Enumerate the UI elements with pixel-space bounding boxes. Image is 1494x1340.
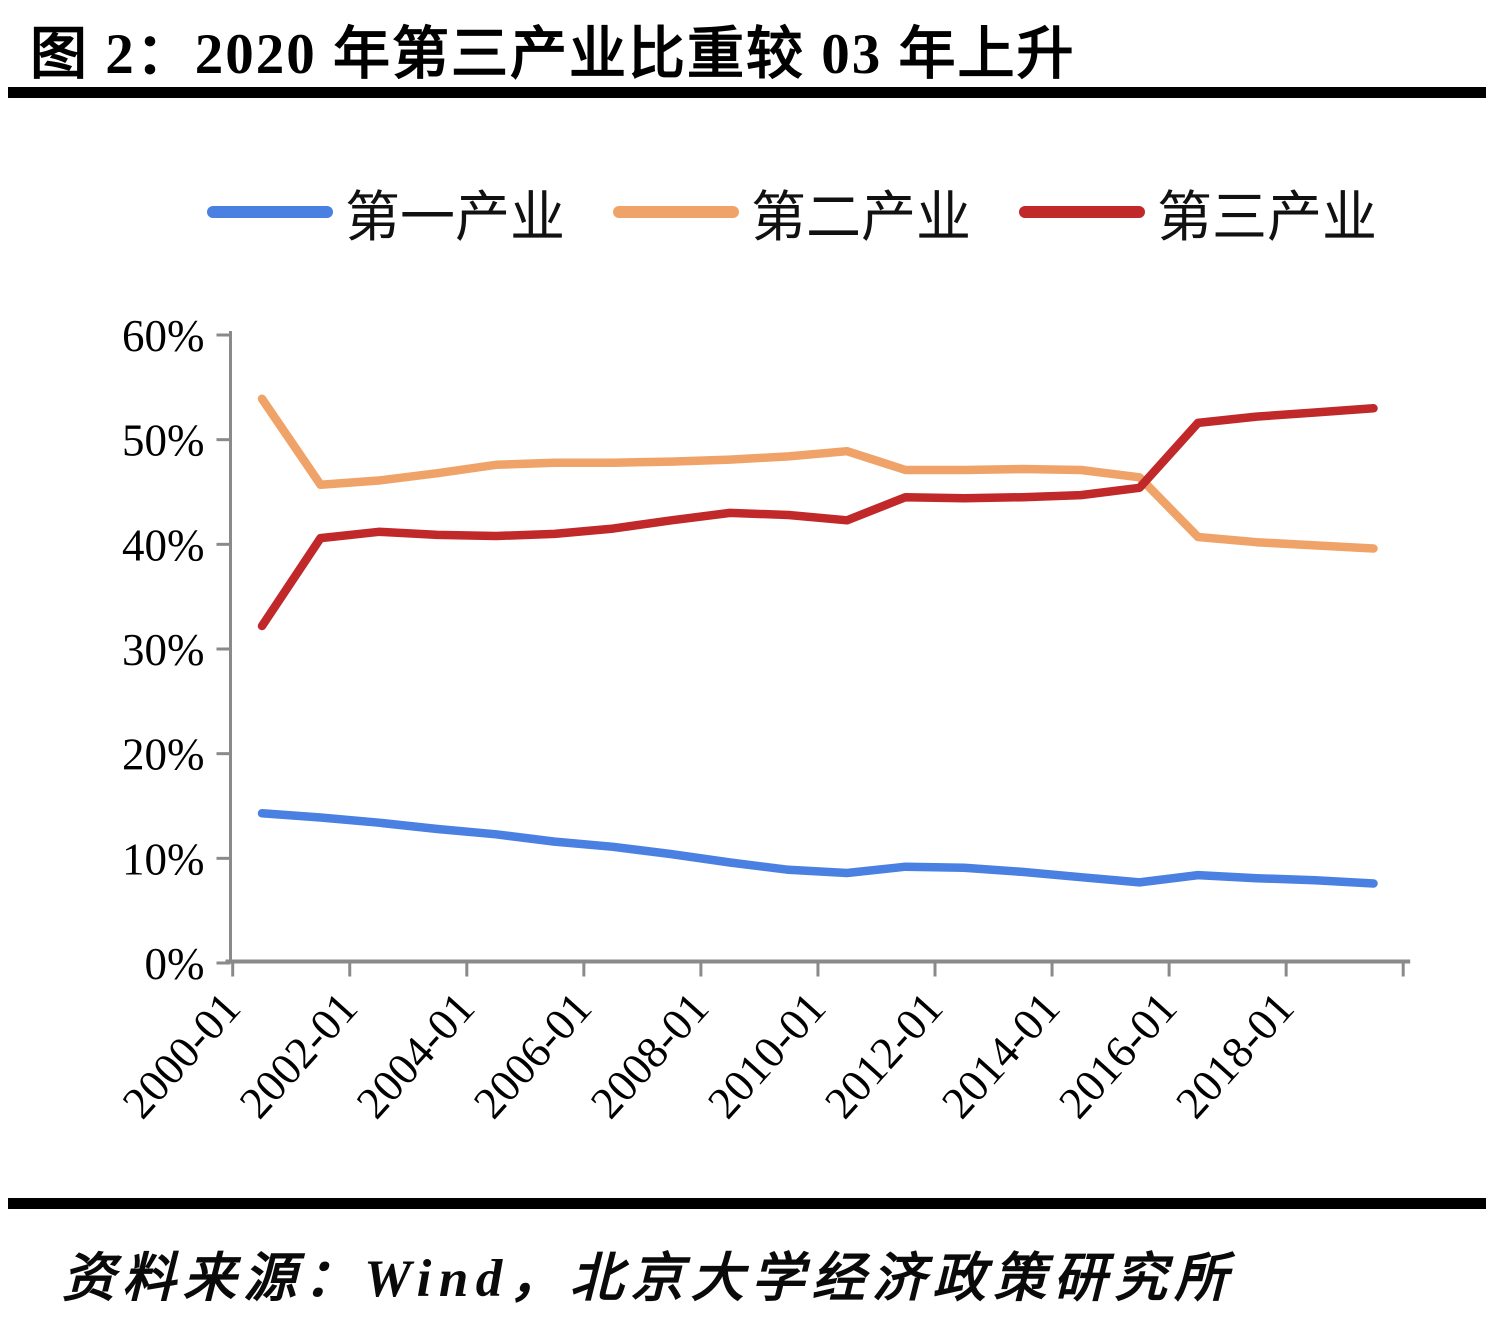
x-tick-label: 2012-01 [815,983,953,1128]
x-tick-label: 2000-01 [113,983,251,1128]
x-tick-label: 2008-01 [581,983,719,1128]
y-tick-label: 30% [122,625,205,675]
legend-label-tertiary: 第三产业 [1157,187,1378,248]
x-tick-label: 2002-01 [230,983,368,1128]
x-tick-label: 2014-01 [932,983,1070,1128]
line-series-0 [257,809,1378,888]
legend-label-secondary: 第二产业 [750,187,971,248]
line-series-1 [257,394,1378,553]
legend-label-primary: 第一产业 [344,187,565,248]
x-tick-label: 2018-01 [1166,983,1304,1128]
legend-item-tertiary: 第三产业 [1019,172,1377,252]
y-tick-label: 10% [122,834,205,884]
legend-item-secondary: 第二产业 [612,172,971,252]
source-note: 资料来源：Wind，北京大学经济政策研究所 [62,1250,1235,1308]
x-tick-label: 2004-01 [347,983,485,1128]
legend-swatch-primary [206,206,333,218]
y-tick-label: 0% [145,939,205,989]
x-tick-label: 2016-01 [1049,983,1187,1128]
legend-swatch-tertiary [1019,206,1145,218]
x-tick-label: 2010-01 [698,983,836,1128]
chart-area: 0% 10% 20% 30% 40% 50% 60% 2000-01 2002-01 2004-0… [0,270,1494,1180]
page-title: 图 2：2020 年第三产业比重较 03 年上升 [30,23,1076,86]
legend-swatch-secondary [612,206,739,218]
y-tick-label: 60% [122,311,205,361]
legend-item-primary: 第一产业 [206,172,565,252]
chart-legend: 第一产业 第二产业 第三产业 [90,172,1494,252]
line-series-2 [257,404,1378,631]
chart-svg: 0% 10% 20% 30% 40% 50% 60% 2000-012002-012004-0… [113,311,1411,1128]
footer-divider [8,1198,1486,1209]
y-tick-label: 40% [122,520,205,570]
y-tick-label: 50% [122,416,205,466]
x-tick-label: 2006-01 [464,983,602,1128]
y-tick-label: 20% [122,730,205,780]
title-divider [8,87,1486,98]
